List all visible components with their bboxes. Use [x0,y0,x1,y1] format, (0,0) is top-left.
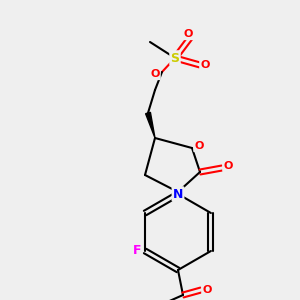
Text: O: O [200,60,210,70]
Text: O: O [150,69,160,79]
Text: F: F [133,244,141,257]
Polygon shape [146,112,155,138]
Text: S: S [170,52,179,64]
Text: N: N [173,188,183,200]
Text: O: O [183,29,193,39]
Text: O: O [202,285,212,295]
Text: O: O [194,141,204,151]
Text: O: O [223,161,233,171]
